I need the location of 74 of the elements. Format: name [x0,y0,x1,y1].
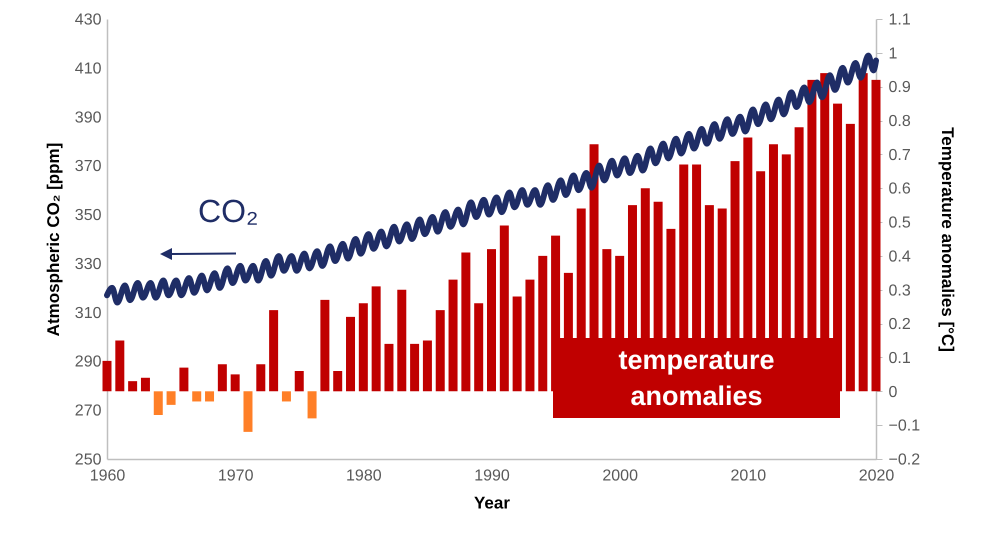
x-tick-label: 2010 [730,468,766,484]
x-axis-title: Year [474,494,510,512]
bar [140,378,150,392]
bar [205,391,214,402]
bar [474,303,484,392]
bar [384,344,394,392]
bar [436,310,445,392]
y-tick-label: 310 [74,304,102,322]
y-tick-label: 270 [74,402,102,420]
y-tick-label: 350 [74,207,102,224]
bar [525,280,534,392]
bar [294,371,304,392]
x-tick-label: 1980 [346,468,382,484]
bar [858,73,868,392]
y2-tick-label: 0.1 [888,350,911,367]
y2-tick-label: 1 [888,45,898,62]
bar [448,280,458,392]
bar [397,290,406,392]
bar [346,316,356,392]
bar [102,360,112,392]
y2-tick-label: 0.7 [888,146,911,164]
y-tick-label: 410 [74,60,102,78]
y2-tick-label: 0 [888,384,898,401]
y2-tick-label: 1.1 [888,12,911,28]
bar [461,252,470,392]
bar [115,340,124,392]
x-tick-label: 2020 [858,468,894,484]
bar [154,391,163,415]
bar [269,310,278,392]
y2-tick-label: 0.8 [888,113,911,130]
bar [358,303,368,392]
x-tick-label: 2000 [602,468,638,484]
bar [846,124,855,392]
y-tick-label: 250 [74,452,102,468]
x-tick-label: 1970 [218,468,254,484]
bar [410,344,420,392]
y-axis-title: Atmospheric CO₂ [ppm] [44,142,63,336]
y2-tick-label: −0.2 [888,452,920,468]
bar [230,374,240,392]
bar [179,368,188,392]
y-tick-label: 330 [74,256,102,273]
y2-tick-label: −0.1 [888,418,920,435]
bar [512,296,522,392]
y2-tick-label: 0.6 [888,180,911,198]
y-tick-label: 370 [74,158,102,176]
series-label: CO₂ [198,193,258,230]
y2-tick-label: 0.3 [888,282,911,300]
y2-tick-label: 0.5 [888,214,911,232]
y2-tick-label: 0.9 [888,79,911,96]
y2-tick-label: 0.2 [888,316,911,334]
bar [308,391,317,418]
bar [487,249,496,392]
bar [218,364,227,392]
bar [192,391,202,402]
bar [538,256,548,392]
y-tick-label: 430 [74,12,102,28]
y2-tick-label: 0.4 [888,248,911,266]
bar [422,340,432,392]
bar [320,300,330,392]
x-tick-label: 1990 [474,468,510,484]
bar [372,286,381,392]
y-tick-label: 390 [74,109,102,126]
bar [500,225,509,392]
bar [166,391,176,405]
bar [282,391,291,402]
y-tick-label: 290 [74,354,102,371]
bar [333,371,342,392]
bar [128,381,138,392]
bar [243,391,252,432]
bar [872,80,880,392]
legend-box: temperature anomalies [553,338,840,418]
bar [256,364,266,392]
x-tick-label: 1960 [90,468,126,484]
y2-axis-title: Temperature anomalies [°C] [938,127,958,352]
